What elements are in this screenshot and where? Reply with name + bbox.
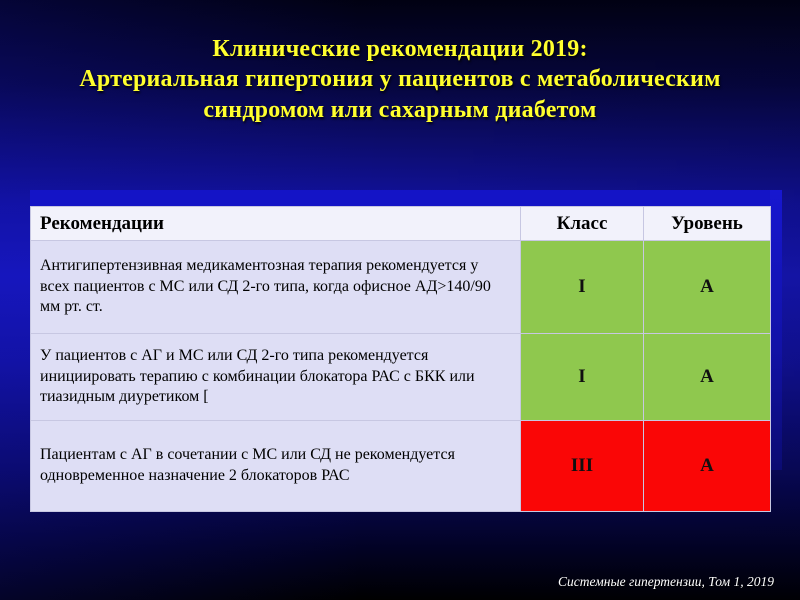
- class-value-cell: I: [520, 333, 644, 421]
- recommendations-table: Рекомендации Класс Уровень Антигипертенз…: [30, 206, 771, 512]
- slide-title-line: синдромом или сахарным диабетом: [203, 96, 597, 123]
- column-header-level: Уровень: [643, 206, 771, 241]
- table-accent-strip: [770, 190, 782, 470]
- source-citation: Системные гипертензии, Том 1, 2019: [557, 574, 774, 589]
- column-header-recommendation: Рекомендации: [30, 206, 521, 241]
- slide-title: Клинические рекомендации 2019: Артериаль…: [20, 34, 780, 125]
- slide-title-line: Артериальная гипертония у пациентов с ме…: [79, 66, 721, 93]
- column-header-class: Класс: [520, 206, 644, 241]
- table-accent-bar: [30, 190, 782, 207]
- table-row: У пациентов с АГ и МС или СД 2-го типа р…: [30, 333, 771, 421]
- class-value-cell: III: [520, 420, 644, 512]
- table-header-row: Рекомендации Класс Уровень: [30, 206, 771, 241]
- recommendation-text: У пациентов с АГ и МС или СД 2-го типа р…: [30, 333, 521, 421]
- table-row: Антигипертензивная медикаментозная терап…: [30, 240, 771, 334]
- table-row: Пациентам с АГ в сочетании с МС или СД н…: [30, 420, 771, 512]
- slide-title-line: Клинические рекомендации 2019:: [212, 36, 588, 62]
- level-value-cell: A: [643, 333, 771, 421]
- recommendation-text: Антигипертензивная медикаментозная терап…: [30, 240, 521, 334]
- level-value-cell: A: [643, 240, 771, 334]
- class-value-cell: I: [520, 240, 644, 334]
- level-value-cell: A: [643, 420, 771, 512]
- recommendation-text: Пациентам с АГ в сочетании с МС или СД н…: [30, 420, 521, 512]
